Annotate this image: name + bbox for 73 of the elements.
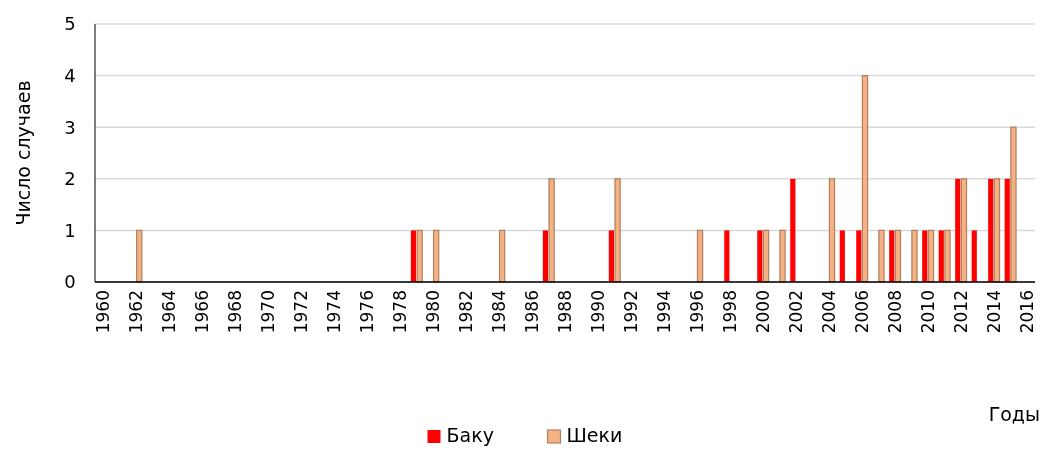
bar bbox=[944, 229, 951, 283]
x-tick-label: 1986 bbox=[521, 290, 542, 334]
bar bbox=[416, 229, 423, 283]
bar bbox=[608, 230, 614, 282]
bar bbox=[410, 230, 417, 282]
x-tick-label: 1984 bbox=[488, 290, 509, 334]
bar bbox=[1004, 178, 1010, 282]
x-tick-label: 1980 bbox=[423, 290, 443, 334]
y-tick-label: 2 bbox=[64, 168, 76, 190]
legend-label: Баку bbox=[446, 424, 494, 446]
x-tick-label: 2016 bbox=[1016, 290, 1037, 334]
x-tick-label: 2000 bbox=[752, 290, 773, 334]
bar bbox=[779, 229, 786, 283]
x-tick-label: 2012 bbox=[950, 290, 971, 334]
y-tick-label: 5 bbox=[64, 13, 76, 35]
bar bbox=[614, 178, 621, 283]
bar bbox=[955, 178, 961, 282]
x-tick-label: 1982 bbox=[455, 290, 476, 334]
x-axis-title: Годы bbox=[988, 403, 1040, 425]
bar bbox=[971, 230, 977, 282]
x-tick-label: 1968 bbox=[225, 290, 246, 334]
bar bbox=[757, 230, 763, 282]
bar bbox=[861, 75, 869, 283]
x-tick-label: 2006 bbox=[851, 290, 872, 334]
x-tick-label: 1978 bbox=[390, 290, 411, 334]
bar bbox=[856, 230, 862, 282]
y-tick-label: 3 bbox=[64, 116, 76, 138]
x-tick-label: 2008 bbox=[884, 290, 905, 334]
bar bbox=[993, 178, 1001, 283]
y-tick-label: 4 bbox=[64, 64, 76, 86]
bar bbox=[911, 229, 918, 283]
x-tick-label: 2002 bbox=[785, 290, 806, 334]
x-tick-label: 1976 bbox=[357, 290, 378, 334]
bar bbox=[828, 178, 836, 283]
bar bbox=[922, 230, 928, 282]
x-tick-label: 1992 bbox=[620, 290, 641, 334]
x-tick-label: 2014 bbox=[983, 290, 1004, 334]
x-tick-label: 1994 bbox=[653, 290, 674, 334]
x-tick-label: 1962 bbox=[126, 290, 147, 334]
bar bbox=[1010, 126, 1017, 283]
x-tick-label: 1964 bbox=[159, 290, 180, 334]
bar bbox=[136, 229, 143, 283]
bar bbox=[542, 230, 549, 282]
y-axis-title: Число случаев bbox=[12, 80, 34, 226]
bar bbox=[878, 229, 885, 283]
x-tick-label: 1970 bbox=[258, 290, 279, 334]
x-tick-label: 1996 bbox=[686, 290, 707, 334]
bar bbox=[889, 230, 895, 282]
bar bbox=[894, 229, 902, 283]
x-tick-label: 1974 bbox=[324, 290, 345, 334]
x-tick-label: 2010 bbox=[917, 290, 938, 334]
bar bbox=[988, 178, 994, 282]
x-tick-label: 2004 bbox=[818, 290, 839, 334]
x-tick-label: 1988 bbox=[554, 290, 575, 334]
y-tick-label: 0 bbox=[64, 271, 76, 293]
bar bbox=[938, 230, 944, 282]
bar bbox=[839, 230, 845, 282]
bar bbox=[548, 178, 555, 283]
bar bbox=[762, 229, 770, 283]
bar bbox=[498, 229, 506, 283]
bar bbox=[790, 178, 796, 282]
legend-label: Шеки bbox=[566, 424, 623, 446]
x-tick-label: 1998 bbox=[719, 290, 740, 334]
bar bbox=[927, 229, 935, 283]
bar bbox=[432, 229, 440, 283]
y-tick-label: 1 bbox=[64, 219, 76, 241]
bar bbox=[960, 178, 968, 283]
x-tick-label: 1972 bbox=[291, 290, 312, 334]
x-tick-label: 1966 bbox=[192, 290, 213, 334]
x-tick-label: 1990 bbox=[587, 290, 608, 334]
bar bbox=[696, 229, 704, 283]
x-tick-label: 1960 bbox=[93, 290, 114, 334]
bar bbox=[724, 230, 730, 282]
